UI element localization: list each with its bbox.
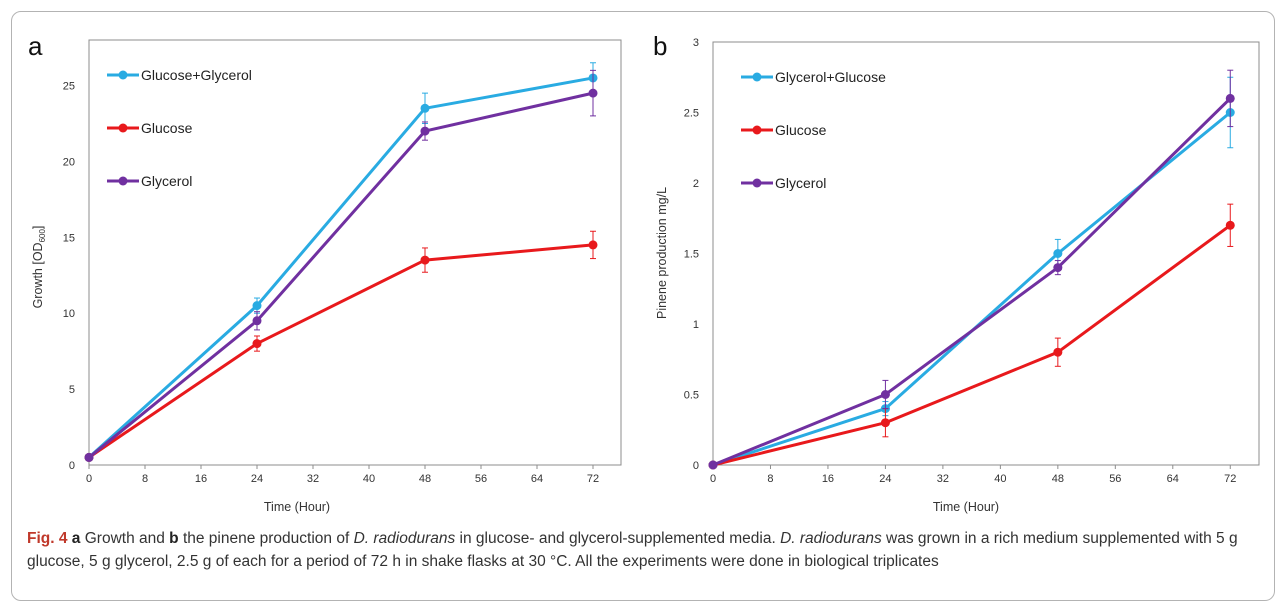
panel-b-legend-marker — [752, 178, 762, 188]
panel-a-legend-label: Glucose — [141, 120, 193, 136]
panel-a-legend-label: Glucose+Glycerol — [141, 67, 252, 83]
panel-a-x-tick-label: 16 — [195, 473, 207, 485]
panel-b-data-point — [1225, 220, 1235, 230]
panel-a-y-tick-label: 0 — [69, 460, 75, 472]
panel-b-y-tick-label: 1 — [693, 319, 699, 331]
caption-species-1: D. radiodurans — [353, 530, 456, 547]
panel-b-series-line — [712, 111, 1232, 467]
panel-a-y-tick-label: 10 — [63, 308, 75, 320]
figure-caption: Fig. 4 a Growth and b the pinene product… — [27, 527, 1262, 573]
panel-b-data-point — [1053, 249, 1063, 258]
panel-a-legend-marker — [118, 176, 128, 186]
panel-a-x-tick-label: 0 — [86, 473, 92, 485]
caption-text-2: the pinene production of — [178, 530, 354, 547]
panel-b-data-point — [1053, 347, 1063, 357]
panel-b-x-tick-label: 56 — [1109, 473, 1121, 485]
panel-b-legend-label: Glycerol+Glucose — [775, 69, 886, 85]
panel-a-x-tick-label: 72 — [587, 473, 599, 485]
panel-a-data-point — [420, 126, 430, 136]
panel-b-x-tick-label: 64 — [1167, 473, 1179, 485]
panel-b-x-tick-label: 40 — [994, 473, 1006, 485]
panel-a-x-tick-label: 24 — [251, 473, 263, 485]
panel-b-legend-marker — [752, 72, 762, 82]
panel-a-data-point — [588, 88, 598, 98]
caption-label-a: a — [71, 530, 81, 547]
y-axis-title-a: Growth [OD600] — [31, 226, 47, 309]
caption-species-2: D. radiodurans — [780, 530, 882, 547]
panel-a-y-tick-label: 15 — [63, 232, 75, 244]
panel-a-x-tick-label: 64 — [531, 473, 543, 485]
panel-a-legend-marker — [118, 70, 128, 80]
panel-a-series-line — [88, 91, 594, 459]
panel-b-series-line — [712, 224, 1232, 467]
panel-b-y-tick-label: 2.5 — [684, 108, 699, 120]
panel-a-x-tick-label: 48 — [419, 473, 431, 485]
panel-b-x-tick-label: 72 — [1224, 473, 1236, 485]
panel-b-y-tick-label: 0 — [693, 460, 699, 472]
panel-b-series-line — [712, 97, 1232, 467]
panel-b-data-point — [1053, 263, 1063, 273]
panel-a-data-point — [420, 255, 430, 265]
caption-fig-label: Fig. 4 — [27, 530, 68, 547]
y-axis-title-b: Pinene production mg/L — [655, 187, 669, 319]
panel-a-x-tick-label: 56 — [475, 473, 487, 485]
panel-b-data-point — [1225, 93, 1235, 103]
panel-a-x-tick-label: 32 — [307, 473, 319, 485]
panel-a-legend-marker — [118, 123, 128, 133]
figure-frame — [11, 11, 1275, 601]
panel-b-x-tick-label: 0 — [710, 473, 716, 485]
panel-b-x-tick-label: 8 — [767, 473, 773, 485]
panel-a-x-tick-label: 8 — [142, 473, 148, 485]
panel-b-x-tick-label: 24 — [879, 473, 891, 485]
x-axis-title-b: Time (Hour) — [933, 500, 999, 514]
panel-a-x-tick-label: 40 — [363, 473, 375, 485]
caption-label-b: b — [169, 530, 179, 547]
panel-b-y-tick-label: 1.5 — [684, 249, 699, 261]
panel-b-x-tick-label: 16 — [822, 473, 834, 485]
panel-letter-b: b — [653, 31, 667, 61]
panel-b-legend-label: Glycerol — [775, 175, 826, 191]
panel-b-legend-label: Glucose — [775, 122, 827, 138]
panel-b-data-point — [708, 460, 718, 470]
panel-b-y-tick-label: 3 — [693, 37, 699, 49]
panel-b-legend-marker — [752, 125, 762, 135]
caption-text-1: Growth and — [80, 530, 170, 547]
panel-a-data-point — [252, 339, 262, 349]
panel-a-series-line — [87, 76, 594, 459]
panel-b-y-tick-label: 0.5 — [684, 390, 699, 402]
panel-b-data-point — [880, 418, 890, 428]
caption-text-3: in glucose- and glycerol-supplemented me… — [455, 530, 781, 547]
panel-b-y-tick-label: 2 — [693, 178, 699, 190]
panel-letter-a: a — [28, 31, 43, 61]
panel-a-data-point — [420, 103, 430, 113]
panel-a-series-line — [88, 243, 594, 459]
panel-b-x-tick-label: 48 — [1052, 473, 1064, 485]
panel-a-data-point — [84, 452, 94, 462]
panel-a-y-tick-label: 5 — [69, 384, 75, 396]
panel-a-legend-label: Glycerol — [141, 173, 192, 189]
panel-a-data-point — [588, 240, 598, 250]
panel-b-data-point — [880, 390, 890, 399]
panel-a-data-point — [252, 301, 262, 311]
panel-a-y-tick-label: 25 — [63, 81, 75, 93]
panel-b-plot-area — [712, 41, 1260, 466]
caption-text-4: was grown in a rich medium supplemented … — [27, 530, 1238, 570]
panel-a-plot-area — [88, 39, 622, 466]
x-axis-title-a: Time (Hour) — [264, 500, 330, 514]
panel-a-data-point — [252, 316, 262, 326]
panel-a-y-tick-label: 20 — [63, 156, 75, 168]
panel-b-x-tick-label: 32 — [937, 473, 949, 485]
